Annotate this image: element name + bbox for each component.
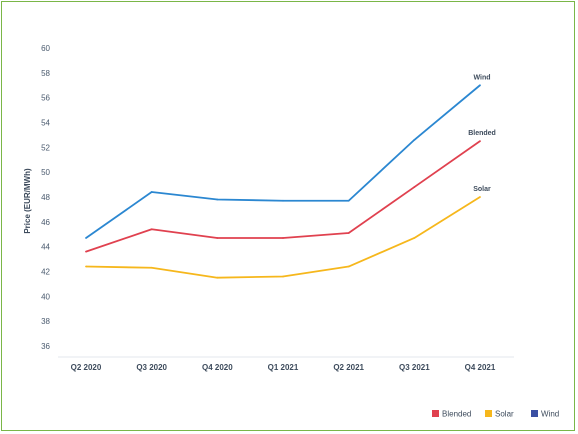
y-tick-label: 50 [41, 168, 50, 177]
y-tick-label: 48 [41, 193, 50, 202]
y-tick-label: 52 [41, 143, 50, 152]
y-axis: 36 38 40 42 44 46 48 50 52 54 56 58 60 [41, 44, 50, 351]
wind-legend-swatch [531, 410, 538, 417]
blended-data-point [150, 228, 153, 231]
wind-end-label: Wind [473, 74, 490, 81]
wind-series-line [85, 84, 481, 239]
x-tick-label: Q3 2021 [399, 363, 430, 372]
solar-legend-swatch [485, 410, 492, 417]
y-tick-label: 36 [41, 342, 50, 351]
y-tick-label: 46 [41, 218, 50, 227]
wind-data-point [479, 84, 481, 87]
x-tick-label: Q1 2021 [268, 363, 299, 372]
x-tick-label: Q3 2020 [136, 363, 167, 372]
blended-data-point [282, 237, 284, 239]
solar-data-point [216, 276, 219, 279]
blended-end-label: Blended [468, 130, 496, 137]
blended-data-point [216, 237, 219, 239]
blended-data-point [347, 232, 350, 234]
wind-data-point [282, 199, 284, 202]
x-tick-label: Q4 2021 [465, 363, 496, 372]
y-tick-label: 54 [41, 119, 50, 128]
y-tick-label: 44 [41, 243, 50, 252]
solar-data-point [479, 196, 481, 198]
blended-data-point [413, 186, 416, 188]
x-tick-label: Q4 2020 [202, 363, 233, 372]
wind-data-point [413, 138, 416, 141]
x-tick-label: Q2 2021 [333, 363, 364, 372]
solar-legend-label: Solar [495, 410, 514, 419]
solar-data-point [282, 275, 284, 278]
y-axis-label: Price (EUR/MWh) [23, 168, 32, 234]
x-tick-label: Q2 2020 [71, 363, 102, 372]
solar-data-point [85, 265, 87, 268]
solar-end-label: Solar [473, 186, 491, 193]
blended-legend-label: Blended [442, 410, 471, 419]
wind-data-point [216, 198, 219, 201]
blended-legend-swatch [432, 410, 439, 417]
y-tick-label: 56 [41, 94, 50, 103]
y-tick-label: 38 [41, 317, 50, 326]
wind-legend-label: Wind [541, 410, 559, 419]
blended-data-point [85, 250, 87, 253]
blended-data-point [479, 140, 481, 143]
y-tick-label: 58 [41, 69, 50, 78]
legend: Blended Solar Wind [432, 410, 559, 419]
solar-data-point [150, 266, 153, 269]
y-tick-label: 42 [41, 268, 50, 277]
x-axis: Q2 2020 Q3 2020 Q4 2020 Q1 2021 Q2 2021 Q3 20… [71, 363, 496, 372]
wind-data-point [150, 191, 153, 193]
solar-data-point [413, 237, 416, 239]
wind-data-point [347, 199, 350, 202]
solar-data-point [347, 265, 350, 268]
wind-data-point [85, 237, 87, 239]
y-tick-label: 60 [41, 44, 50, 53]
y-tick-label: 40 [41, 292, 50, 301]
series-layer: Blended Solar Wind [85, 74, 496, 279]
